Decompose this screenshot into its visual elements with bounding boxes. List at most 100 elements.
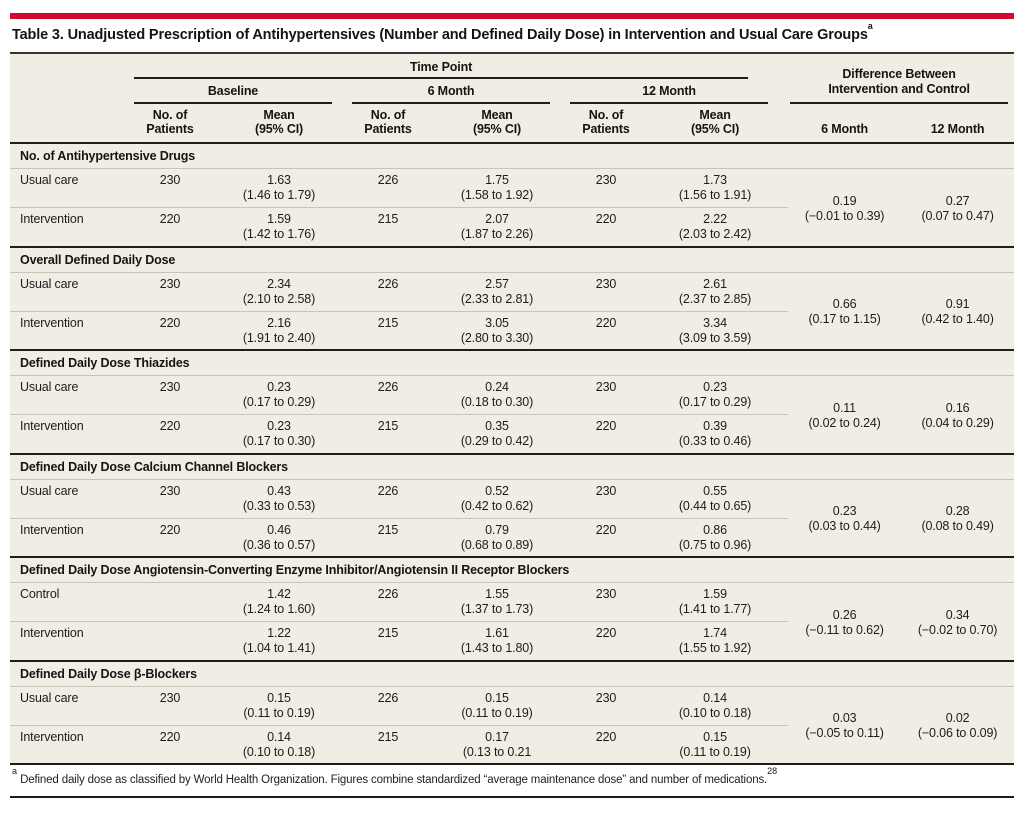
accent-bar bbox=[10, 13, 1014, 19]
cell-patients: 215 bbox=[377, 729, 399, 744]
ci-value: (1.04 to 1.41) bbox=[242, 641, 316, 655]
footnote-marker: a bbox=[12, 766, 18, 777]
cell-mean-ci: 3.05 (2.80 to 3.30) bbox=[424, 311, 570, 350]
ci-value: (0.68 to 0.89) bbox=[460, 537, 534, 552]
cell-patients: 230 bbox=[570, 272, 642, 312]
ci-value: (1.56 to 1.91) bbox=[678, 188, 752, 202]
difference-cell-6-month: 0.26 (−0.11 to 0.62) bbox=[788, 583, 901, 661]
mean-value: 1.59 bbox=[703, 587, 727, 601]
difference-cell-12-month: 0.34 (−0.02 to 0.70) bbox=[901, 583, 1014, 661]
table-title-footnote-marker: a bbox=[867, 21, 873, 32]
mean-value: 0.79 bbox=[485, 522, 509, 537]
diff-value: 0.91 bbox=[945, 297, 970, 312]
mean-value: 0.15 bbox=[267, 690, 291, 705]
cell-mean-ci: 0.14 (0.10 to 0.18) bbox=[642, 686, 789, 726]
cell-mean-ci: 0.52 (0.42 to 0.62) bbox=[424, 479, 570, 519]
table-footnote: a Defined daily dose as classified by Wo… bbox=[10, 765, 1014, 796]
cell-mean-ci: 0.46 (0.36 to 0.57) bbox=[206, 518, 352, 557]
mean-value: 0.35 bbox=[485, 419, 509, 433]
cell-patients: 215 bbox=[377, 212, 399, 226]
section-title: Defined Daily Dose Thiazides bbox=[10, 349, 1015, 376]
cell-mean-ci: 1.59 (1.41 to 1.77) bbox=[642, 582, 789, 622]
diff-value: 0.19 bbox=[832, 193, 857, 208]
cell-mean-ci: 2.22 (2.03 to 2.42) bbox=[642, 208, 788, 247]
cell-patients: 220 bbox=[595, 626, 617, 640]
cell-patients: 220 bbox=[159, 729, 181, 744]
mean-value: 2.07 bbox=[485, 212, 509, 226]
mean-value: 2.61 bbox=[703, 276, 727, 291]
ci-value: (2.03 to 2.42) bbox=[678, 227, 752, 241]
ci-value: (1.55 to 1.92) bbox=[678, 641, 752, 655]
ci-value: (1.91 to 2.40) bbox=[242, 330, 316, 345]
ci-value: (2.10 to 2.58) bbox=[242, 291, 316, 306]
table-row: Intervention 220 0.46 (0.36 to 0.57) 215 … bbox=[10, 518, 1014, 557]
ci-value: (0.10 to 0.18) bbox=[242, 744, 316, 759]
diff-ci: (−0.11 to 0.62) bbox=[805, 622, 884, 637]
diff-value: 0.66 bbox=[832, 297, 857, 312]
cell-mean-ci: 1.22 (1.04 to 1.41) bbox=[206, 622, 352, 661]
header-mean-ci: Mean (95% CI) bbox=[206, 104, 352, 144]
mean-value: 1.61 bbox=[485, 626, 509, 640]
diff-value: 0.26 bbox=[832, 607, 857, 622]
header-mean-ci: Mean (95% CI) bbox=[642, 104, 789, 144]
cell-patients: 220 bbox=[595, 212, 617, 226]
ci-value: (0.11 to 0.19) bbox=[461, 705, 533, 720]
cell-patients: 220 bbox=[595, 419, 617, 433]
ci-value: (2.33 to 2.81) bbox=[460, 291, 534, 306]
cell-mean-ci: 1.75 (1.58 to 1.92) bbox=[424, 168, 570, 208]
diff-ci: (0.42 to 1.40) bbox=[921, 312, 994, 327]
table-header: Time Point Difference Between Interventi… bbox=[10, 53, 1015, 144]
table-row: Intervention 220 0.14 (0.10 to 0.18) 215 … bbox=[10, 725, 1014, 764]
mean-value: 0.86 bbox=[703, 522, 727, 537]
cell-patients: 230 bbox=[570, 375, 642, 415]
ci-value: (0.17 to 0.30) bbox=[242, 434, 316, 448]
diff-value: 0.23 bbox=[832, 504, 857, 519]
ci-value: (1.42 to 1.76) bbox=[242, 227, 316, 241]
cell-patients: 215 bbox=[377, 315, 399, 330]
footnote-reference: 28 bbox=[767, 766, 778, 777]
cell-patients: 220 bbox=[159, 212, 181, 226]
ci-value: (0.11 to 0.19) bbox=[679, 744, 751, 759]
diff-ci: (0.02 to 0.24) bbox=[808, 415, 881, 430]
cell-patients: 230 bbox=[134, 686, 206, 726]
header-mean-ci: Mean (95% CI) bbox=[424, 104, 570, 144]
cell-mean-ci: 1.55 (1.37 to 1.73) bbox=[424, 582, 570, 622]
difference-cell-6-month: 0.19 (−0.01 to 0.39) bbox=[788, 169, 901, 247]
diff-ci: (0.03 to 0.44) bbox=[808, 519, 881, 534]
ci-value: (0.44 to 0.65) bbox=[678, 498, 752, 513]
header-corner-cell bbox=[10, 53, 134, 144]
mean-value: 0.52 bbox=[485, 483, 509, 498]
ci-value: (1.24 to 1.60) bbox=[242, 602, 316, 616]
cell-patients: 230 bbox=[570, 686, 642, 726]
difference-cell-12-month: 0.16 (0.04 to 0.29) bbox=[901, 376, 1014, 454]
diff-value: 0.28 bbox=[945, 504, 970, 519]
cell-mean-ci: 2.34 (2.10 to 2.58) bbox=[206, 272, 352, 312]
ci-value: (0.18 to 0.30) bbox=[460, 395, 534, 409]
difference-cell-6-month: 0.66 (0.17 to 1.15) bbox=[788, 272, 901, 350]
cell-patients: 220 bbox=[159, 419, 181, 433]
cell-patients: 226 bbox=[352, 168, 424, 208]
cell-mean-ci: 1.73 (1.56 to 1.91) bbox=[642, 168, 789, 208]
mean-value: 0.14 bbox=[267, 729, 291, 744]
cell-mean-ci: 0.23 (0.17 to 0.29) bbox=[642, 375, 789, 415]
cell-mean-ci: 0.35 (0.29 to 0.42) bbox=[424, 415, 570, 454]
ci-value: (1.41 to 1.77) bbox=[678, 602, 752, 616]
cell-mean-ci: 0.15 (0.11 to 0.19) bbox=[206, 686, 352, 726]
table-row: Usual care 230 0.43 (0.33 to 0.53) 226 0.… bbox=[10, 479, 1014, 533]
diff-ci: (−0.02 to 0.70) bbox=[917, 622, 998, 637]
mean-value: 2.22 bbox=[703, 212, 727, 226]
table-row: Intervention 220 1.59 (1.42 to 1.76) 215 … bbox=[10, 208, 1014, 247]
cell-mean-ci: 0.15 (0.11 to 0.19) bbox=[424, 686, 570, 726]
diff-value: 0.27 bbox=[945, 193, 970, 208]
data-table: Time Point Difference Between Interventi… bbox=[10, 52, 1015, 765]
row-label: Usual care bbox=[10, 479, 134, 519]
mean-value: 0.15 bbox=[485, 690, 509, 705]
cell-patients: 230 bbox=[570, 479, 642, 519]
cell-patients bbox=[134, 582, 206, 622]
section-header-row: Defined Daily Dose Calcium Channel Block… bbox=[10, 452, 1015, 480]
table-row: Intervention 220 0.23 (0.17 to 0.30) 215 … bbox=[10, 415, 1014, 454]
row-label: Usual care bbox=[10, 375, 134, 415]
diff-ci: (−0.06 to 0.09) bbox=[917, 726, 998, 741]
section-title: Defined Daily Dose Angiotensin-Convertin… bbox=[10, 556, 1015, 583]
ci-value: (0.29 to 0.42) bbox=[460, 434, 534, 448]
